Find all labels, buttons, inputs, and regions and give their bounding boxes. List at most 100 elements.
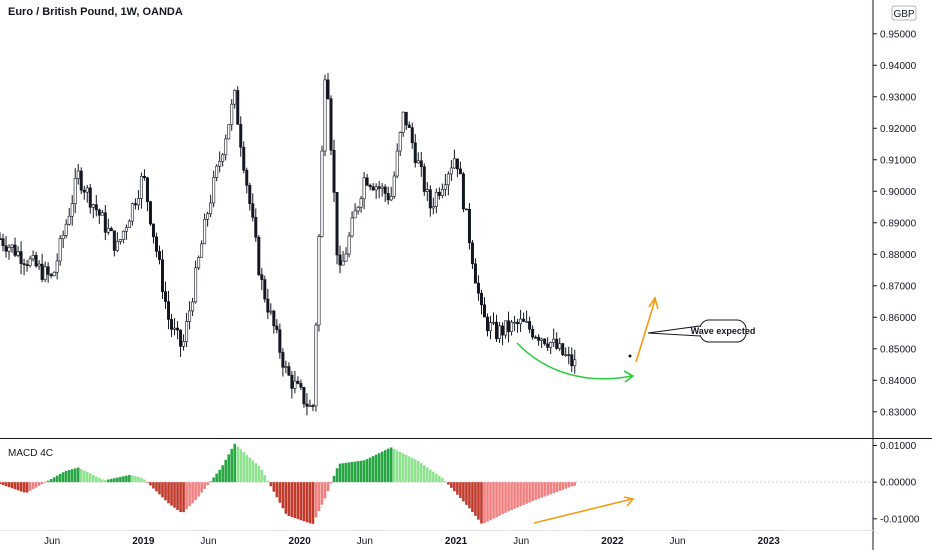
candle-body [392, 175, 396, 197]
macd-bar [410, 457, 414, 483]
candle-body [510, 321, 514, 332]
macd-bar [209, 481, 212, 483]
time-tick-label: Jun [44, 536, 60, 547]
candle-body [398, 132, 402, 152]
macd-bar [450, 482, 453, 488]
macd-bar [98, 477, 101, 483]
candle-body [52, 271, 56, 277]
macd-bar [326, 482, 330, 492]
macd-bar [94, 476, 98, 483]
macd-bar [338, 463, 342, 483]
candle-body [79, 170, 83, 191]
macd-bar [4, 482, 8, 487]
macd-bar [161, 482, 164, 498]
macd-bar [447, 482, 450, 485]
macd-bar [76, 467, 80, 483]
macd-bar [359, 460, 363, 483]
macd-bar [522, 482, 525, 505]
candle-body [374, 186, 378, 191]
macd-bar [107, 479, 110, 483]
macd-bar [305, 482, 309, 523]
candle-body [209, 202, 213, 215]
candle-body [368, 184, 372, 188]
candle-body [197, 257, 201, 269]
candle-body [263, 279, 267, 300]
orange-wave-arrow [635, 299, 656, 363]
candle-body [440, 189, 444, 196]
candle-body [182, 341, 186, 347]
candle-body [359, 198, 363, 208]
macd-bar [567, 482, 571, 488]
candle-body [64, 223, 68, 236]
macd-bar [474, 482, 477, 516]
candle-body [88, 187, 92, 208]
macd-bar [13, 482, 17, 490]
candle-body [242, 146, 246, 171]
candle-body [293, 380, 297, 389]
time-tick-label: 2023 [758, 536, 781, 547]
macd-bar [10, 482, 14, 489]
macd-bar [31, 482, 35, 490]
macd-bar [453, 482, 456, 492]
candle-body [221, 154, 225, 162]
candle-body [519, 318, 523, 325]
candle-body [4, 245, 8, 252]
candle-body [278, 329, 282, 353]
candle-body [449, 167, 453, 175]
candle-body [561, 343, 565, 355]
candle-body [179, 329, 183, 347]
candle-body [401, 111, 405, 133]
macd-bar [28, 482, 32, 491]
candle-body [377, 186, 381, 189]
macd-bar [191, 482, 194, 504]
candle-body [528, 321, 532, 330]
macd-bar [116, 477, 119, 483]
macd-bar [67, 470, 71, 483]
macd-bar [480, 482, 483, 524]
macd-bar [350, 461, 354, 483]
candle-body [191, 301, 195, 312]
candle-body [365, 177, 369, 186]
candle-body [501, 325, 505, 336]
price-tick-label: 0.83000 [880, 407, 917, 418]
candle-body [485, 316, 489, 332]
candle-body [284, 366, 288, 368]
macd-bar [335, 468, 339, 483]
candle-body [230, 103, 234, 125]
macd-bar [380, 451, 384, 483]
macd-bar [462, 482, 465, 502]
macd-bar [383, 450, 387, 483]
candle-body [37, 263, 41, 267]
currency-badge[interactable]: GBP [891, 5, 917, 21]
macd-bar [82, 470, 86, 483]
green-curve-arrow [516, 342, 633, 380]
candle-body [257, 236, 261, 275]
candle-body [446, 173, 450, 186]
macd-bar [444, 481, 447, 483]
macd-bar [122, 476, 125, 483]
macd-bar [167, 482, 170, 504]
macd-bar [368, 457, 372, 483]
macd-bar [125, 475, 128, 483]
macd-bar [85, 471, 89, 483]
candle-body [58, 238, 62, 262]
macd-bar [88, 473, 92, 483]
macd-bar [43, 482, 47, 483]
macd-bar [317, 482, 321, 512]
time-tick-label: Jun [200, 536, 216, 547]
macd-bar [495, 482, 498, 518]
candle-body [552, 338, 556, 343]
macd-bar [419, 463, 423, 483]
candle-body [476, 282, 480, 294]
macd-bar [341, 463, 345, 483]
candle-body [437, 191, 441, 196]
candle-body [570, 354, 574, 367]
candle-body [85, 187, 89, 193]
macd-bar [329, 482, 333, 484]
candle-body [425, 189, 429, 192]
macd-bar [110, 478, 113, 483]
candle-body [458, 168, 462, 175]
macd-tick-label: -0.01000 [880, 514, 920, 525]
candle-body [567, 354, 571, 356]
